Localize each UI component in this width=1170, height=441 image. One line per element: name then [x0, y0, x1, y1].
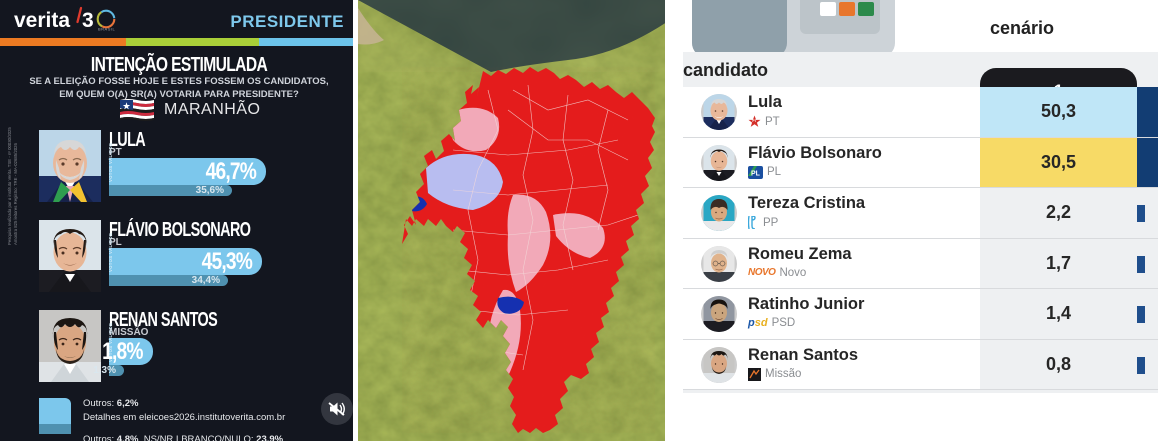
- svg-text:PT: PT: [752, 119, 756, 123]
- svg-text:3: 3: [82, 9, 94, 32]
- svg-text:BRASIL: BRASIL: [98, 27, 116, 32]
- svg-text:PL: PL: [751, 170, 761, 177]
- svg-text:verita: verita: [14, 9, 70, 32]
